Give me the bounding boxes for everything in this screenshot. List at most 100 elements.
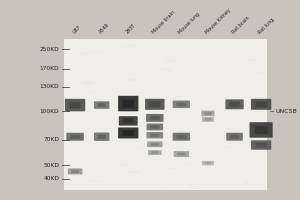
Text: 250KD: 250KD <box>40 47 59 52</box>
Bar <box>222 66 235 68</box>
Bar <box>208 105 218 107</box>
FancyBboxPatch shape <box>119 116 138 126</box>
Bar <box>170 81 180 82</box>
FancyBboxPatch shape <box>255 143 267 147</box>
Bar <box>151 177 154 179</box>
Bar <box>169 122 182 123</box>
Bar <box>64 183 76 184</box>
Bar <box>224 54 231 55</box>
Bar <box>109 127 120 128</box>
Bar <box>82 91 93 92</box>
Bar <box>124 111 135 112</box>
FancyBboxPatch shape <box>173 101 190 108</box>
Text: Mouse kidney: Mouse kidney <box>204 7 232 35</box>
Bar <box>185 168 191 169</box>
Bar <box>185 163 189 165</box>
FancyBboxPatch shape <box>251 140 271 150</box>
Bar <box>97 143 105 144</box>
Bar <box>236 95 242 96</box>
FancyBboxPatch shape <box>118 96 138 111</box>
FancyBboxPatch shape <box>225 99 244 109</box>
Bar <box>209 146 212 148</box>
Bar <box>127 61 130 63</box>
Bar <box>152 144 158 146</box>
FancyBboxPatch shape <box>250 122 273 138</box>
Bar <box>193 66 203 67</box>
FancyBboxPatch shape <box>69 102 81 108</box>
Bar <box>153 41 161 42</box>
Bar <box>248 45 261 46</box>
Bar <box>106 140 118 141</box>
FancyBboxPatch shape <box>205 118 212 121</box>
Bar <box>255 97 260 99</box>
Bar <box>189 184 199 187</box>
Bar <box>245 124 259 126</box>
Bar <box>250 167 263 168</box>
Bar <box>136 148 149 149</box>
Text: 100KD: 100KD <box>40 109 59 114</box>
Bar <box>66 119 76 120</box>
Bar <box>218 104 225 106</box>
FancyBboxPatch shape <box>149 101 160 107</box>
Bar <box>219 159 228 160</box>
FancyBboxPatch shape <box>123 100 134 108</box>
Bar <box>226 143 230 144</box>
FancyBboxPatch shape <box>118 127 138 138</box>
FancyBboxPatch shape <box>151 151 159 154</box>
Bar <box>220 113 230 114</box>
FancyBboxPatch shape <box>201 111 214 116</box>
Bar <box>67 60 77 61</box>
Bar <box>144 168 147 170</box>
FancyBboxPatch shape <box>65 99 85 111</box>
Bar <box>76 53 89 55</box>
Bar <box>210 73 214 74</box>
Text: 170KD: 170KD <box>40 66 59 71</box>
Bar <box>180 129 188 131</box>
Bar <box>61 43 74 44</box>
FancyBboxPatch shape <box>255 126 268 134</box>
Text: Rat brain: Rat brain <box>231 15 250 35</box>
FancyBboxPatch shape <box>145 99 164 110</box>
FancyBboxPatch shape <box>94 101 110 109</box>
Bar <box>167 73 172 74</box>
FancyBboxPatch shape <box>230 135 239 139</box>
FancyBboxPatch shape <box>70 135 80 139</box>
Bar <box>244 182 250 184</box>
FancyBboxPatch shape <box>147 141 163 147</box>
Bar <box>168 168 180 169</box>
Bar <box>246 153 250 154</box>
Bar <box>88 74 98 75</box>
Bar <box>116 164 129 166</box>
Bar <box>261 177 270 179</box>
Bar <box>170 85 180 86</box>
Bar <box>126 171 140 173</box>
FancyBboxPatch shape <box>123 118 134 123</box>
Text: 130KD: 130KD <box>40 84 59 89</box>
Bar <box>67 97 76 98</box>
Bar <box>80 52 89 54</box>
FancyBboxPatch shape <box>251 99 271 110</box>
FancyBboxPatch shape <box>174 151 189 157</box>
Text: UNC5B: UNC5B <box>275 109 297 114</box>
FancyBboxPatch shape <box>66 133 84 141</box>
Bar <box>82 81 94 83</box>
Bar <box>89 180 102 182</box>
Bar <box>122 45 135 47</box>
FancyBboxPatch shape <box>71 170 79 173</box>
FancyBboxPatch shape <box>202 117 214 122</box>
Bar <box>146 155 151 157</box>
Bar <box>110 42 117 44</box>
Bar <box>249 59 256 61</box>
FancyBboxPatch shape <box>150 125 160 129</box>
FancyBboxPatch shape <box>176 135 186 139</box>
Bar <box>253 61 258 62</box>
FancyBboxPatch shape <box>150 134 160 137</box>
FancyBboxPatch shape <box>146 123 163 130</box>
Bar <box>219 159 222 160</box>
FancyBboxPatch shape <box>94 133 110 141</box>
FancyBboxPatch shape <box>204 112 212 115</box>
Text: Mouse brain: Mouse brain <box>151 10 176 35</box>
Bar <box>117 131 130 132</box>
FancyBboxPatch shape <box>146 132 163 138</box>
Bar <box>205 157 209 158</box>
